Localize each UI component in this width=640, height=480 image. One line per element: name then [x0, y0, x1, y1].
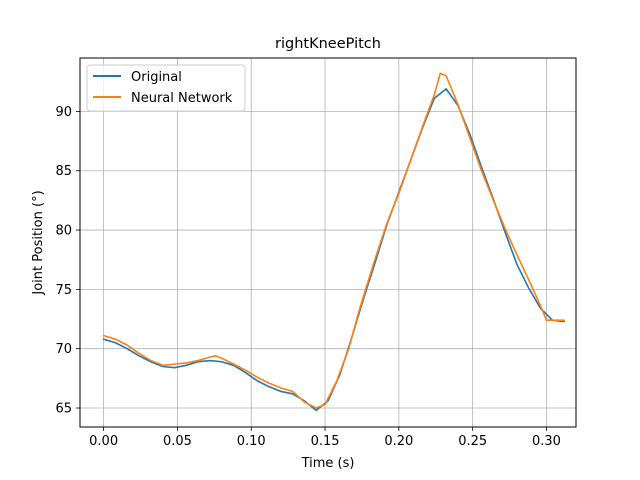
- y-tick-label: 90: [55, 105, 72, 120]
- y-tick-label: 80: [55, 224, 72, 239]
- x-tick-label: 0.15: [311, 434, 340, 449]
- x-tick-label: 0.25: [458, 434, 487, 449]
- legend-label-original: Original: [131, 70, 182, 85]
- y-tick-label: 85: [55, 164, 72, 179]
- x-axis-label: Time (s): [301, 456, 355, 471]
- y-axis-ticks: 65 70 75 80 85 90: [55, 105, 80, 417]
- x-tick-label: 0.10: [237, 434, 266, 449]
- x-tick-label: 0.20: [384, 434, 413, 449]
- y-axis-label: Joint Position (°): [31, 190, 46, 295]
- x-tick-label: 0.05: [163, 434, 192, 449]
- grid: [80, 58, 576, 427]
- y-tick-label: 75: [55, 283, 72, 298]
- legend-box: [86, 64, 246, 112]
- x-tick-label: 0.30: [532, 434, 561, 449]
- y-tick-label: 65: [55, 402, 72, 417]
- x-tick-label: 0.00: [89, 434, 118, 449]
- x-axis-ticks: 0.00 0.05 0.10 0.15 0.20 0.25 0.30: [89, 427, 561, 449]
- chart-title: rightKneePitch: [275, 36, 381, 52]
- plot-frame: [79, 57, 577, 428]
- y-tick-label: 70: [55, 342, 72, 357]
- series-line-neural-network: [102, 72, 565, 409]
- series-lines: [102, 72, 565, 412]
- legend: Original Neural Network: [86, 64, 246, 112]
- legend-label-neural-network: Neural Network: [131, 91, 233, 106]
